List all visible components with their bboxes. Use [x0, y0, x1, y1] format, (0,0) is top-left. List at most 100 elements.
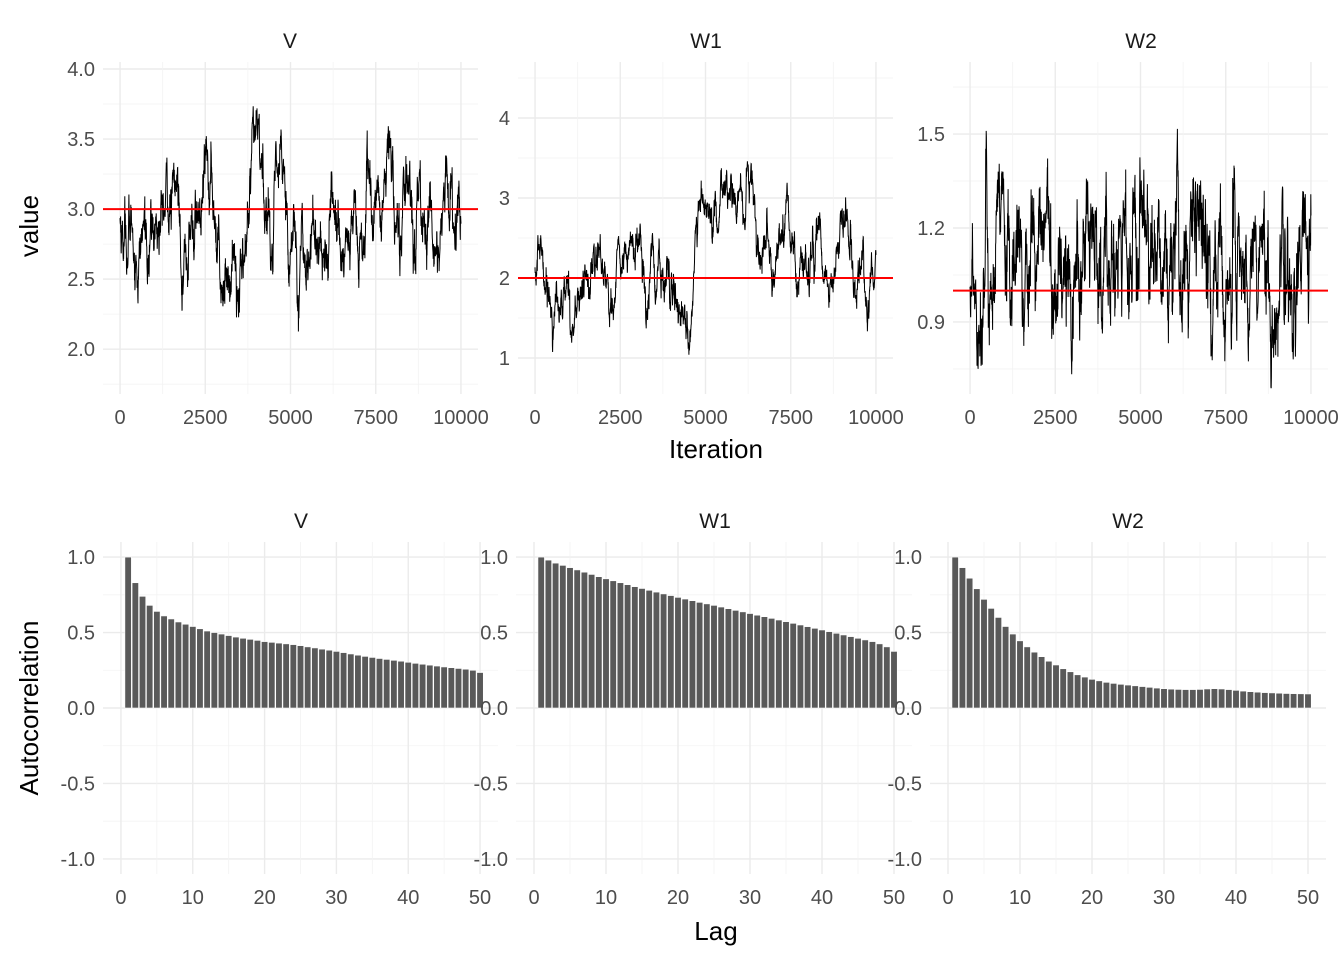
x-tick-label: 2500: [1033, 407, 1078, 429]
trace-y-axis-title: value: [14, 195, 44, 257]
acf-bar: [847, 636, 855, 709]
acf-bar: [951, 556, 959, 709]
y-tick-label: -1.0: [888, 849, 922, 871]
facet-title-w1-acf: W1: [699, 510, 731, 533]
acf-bar: [325, 649, 333, 709]
acf-bar: [124, 556, 132, 709]
acf-bar: [624, 584, 632, 709]
acf-bar: [645, 589, 653, 709]
x-tick-label: 40: [1225, 887, 1247, 909]
acf-bar: [311, 647, 319, 709]
y-tick-label: 2.0: [67, 339, 95, 361]
acf-bar: [566, 567, 574, 709]
acf-bar: [440, 666, 448, 709]
acf-bar: [454, 668, 463, 709]
trace-panel-w2: W2 0.9 1.2 1.5 0 2500 5000 7500 10000: [917, 30, 1339, 429]
acf-bar: [1016, 640, 1024, 709]
acf-bar: [153, 611, 161, 709]
acf-bar: [868, 641, 876, 709]
acf-bar: [1074, 674, 1082, 709]
acf-panel-v: V -1.0 -0.5 0.0 0.5 1.0 0 10 20 30 40 50: [61, 510, 498, 909]
y-tick-label: 4: [499, 108, 510, 130]
acf-bar: [1182, 689, 1190, 709]
acf-bar: [616, 582, 624, 709]
acf-bar: [225, 635, 233, 709]
x-tick-label: 30: [739, 887, 761, 909]
facet-title-v: V: [283, 30, 297, 53]
acf-bar: [861, 639, 869, 709]
acf-bar: [476, 672, 484, 709]
acf-bar: [318, 648, 326, 709]
x-tick-label: 20: [253, 887, 275, 909]
acf-bar: [660, 593, 668, 709]
acf-bar: [1203, 688, 1211, 709]
x-tick-label: 10: [1009, 887, 1031, 909]
y-tick-label: 1.0: [894, 547, 922, 569]
acf-bar: [573, 569, 581, 709]
acf-bar: [239, 637, 247, 709]
acf-bar: [426, 664, 434, 709]
acf-bar: [289, 644, 297, 709]
acf-bar: [667, 595, 675, 709]
acf-bar: [688, 600, 696, 709]
acf-bar: [232, 636, 240, 709]
y-tick-label: 3.5: [67, 129, 95, 151]
y-tick-label: 0.0: [894, 698, 922, 720]
acf-bar: [710, 605, 718, 709]
x-tick-label: 50: [1297, 887, 1319, 909]
acf-bar: [1088, 679, 1096, 709]
acf-bar: [1052, 664, 1060, 709]
x-tick-label: 10: [182, 887, 204, 909]
acf-bar: [1174, 689, 1182, 709]
acf-bar: [876, 643, 884, 709]
trace-x-axis-title: Iteration: [669, 434, 763, 464]
acf-bar: [609, 580, 617, 709]
acf-bar: [196, 628, 204, 709]
panel-grid: [518, 62, 893, 394]
acf-bar: [160, 615, 168, 709]
acf-bar: [890, 651, 898, 709]
x-tick-label: 7500: [768, 407, 813, 429]
acf-bar: [1275, 692, 1283, 709]
acf-bar: [447, 667, 455, 709]
acf-panel-w2: W2 -1.0 -0.5 0.0 0.5 1.0 0 10 20 30 40 50: [888, 510, 1326, 909]
acf-bar: [340, 652, 348, 709]
acf-bar: [1102, 682, 1110, 709]
x-tick-label: 20: [667, 887, 689, 909]
acf-bar: [753, 614, 761, 709]
acf-bar: [760, 616, 768, 709]
acf-bar: [1023, 646, 1031, 709]
acf-bar: [1239, 690, 1247, 709]
x-tick-label: 5000: [1118, 407, 1163, 429]
y-tick-label: 1.2: [917, 218, 945, 240]
acf-bar: [552, 562, 560, 709]
x-tick-label: 0: [114, 407, 125, 429]
acf-bar: [1297, 693, 1305, 709]
y-tick-label: 0.5: [67, 623, 95, 645]
acf-bar: [361, 656, 369, 709]
acf-bar: [746, 613, 754, 709]
acf-bar: [775, 619, 783, 709]
trace-panel-v: V 2.0 2.5 3.0 3.5 4.0 0 2500 5000 7500 10000: [67, 30, 489, 429]
acf-bar: [462, 668, 470, 709]
acf-bar: [397, 660, 405, 709]
y-tick-label: -1.0: [474, 849, 508, 871]
acf-bar: [674, 597, 682, 709]
acf-bar: [210, 632, 218, 709]
y-tick-label: -0.5: [474, 773, 508, 795]
trace-panel-w1: W1 1 2 3 4 0 2500 5000 7500 10000: [499, 30, 904, 429]
y-tick-label: 1: [499, 348, 510, 370]
acf-bar: [1081, 676, 1089, 709]
acf-bar: [347, 653, 355, 709]
acf-bar: [559, 565, 567, 709]
trace-line: [534, 161, 877, 355]
acf-bar: [404, 661, 412, 709]
x-tick-label: 10000: [433, 407, 489, 429]
x-tick-label: 7500: [1203, 407, 1248, 429]
y-tick-label: 1.0: [480, 547, 508, 569]
y-tick-label: 1.5: [917, 124, 945, 146]
acf-bar: [1261, 692, 1269, 709]
acf-x-axis-title: Lag: [694, 916, 737, 946]
acf-bar: [987, 608, 995, 709]
